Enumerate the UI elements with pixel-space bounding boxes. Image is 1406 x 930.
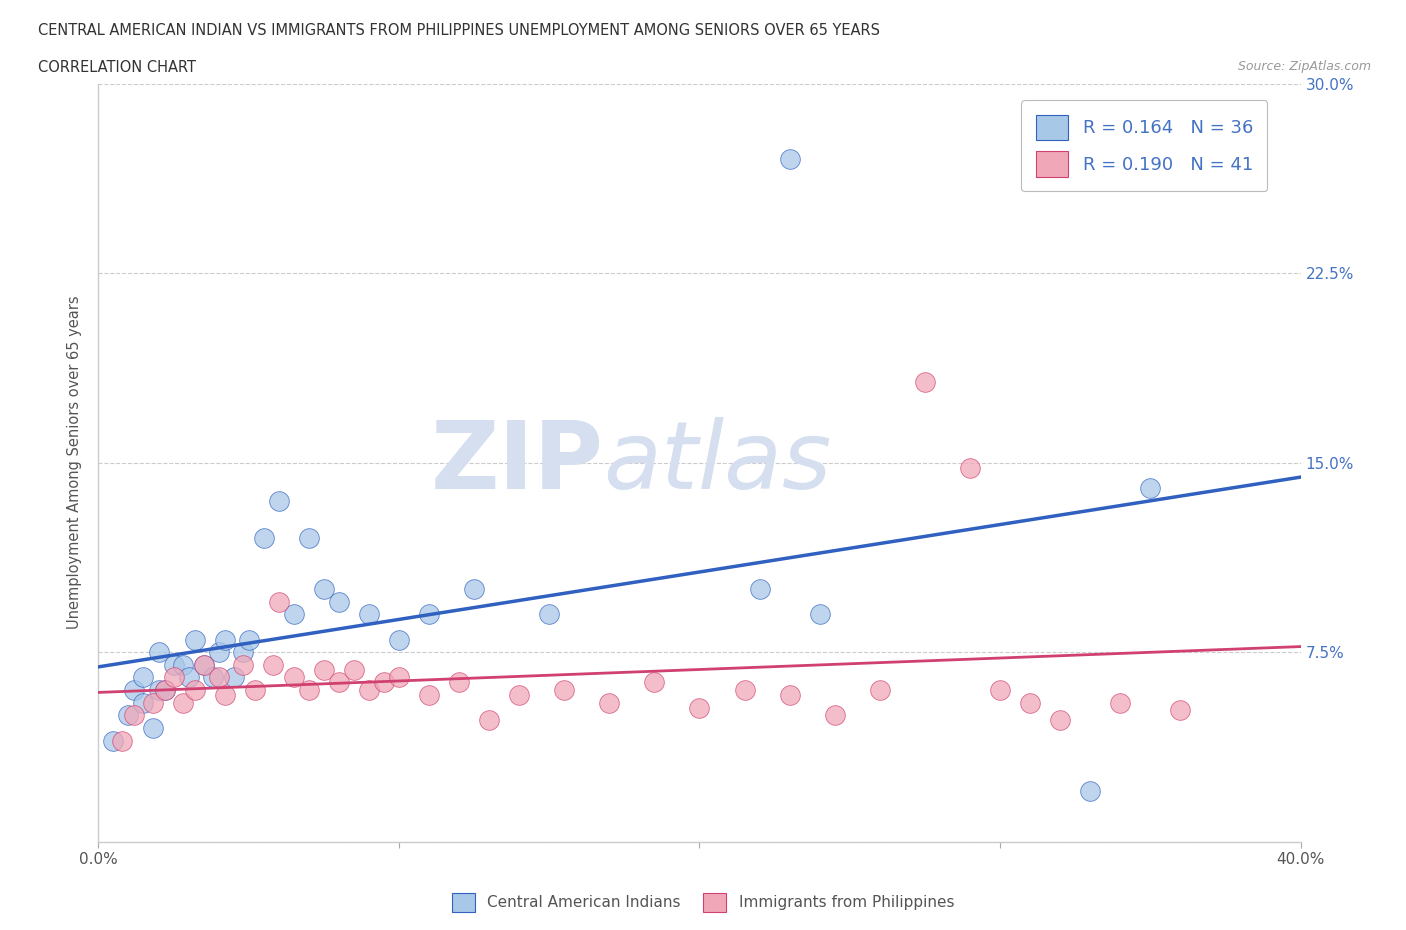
- Point: [283, 670, 305, 684]
- Point: [343, 662, 366, 677]
- Point: [1019, 696, 1042, 711]
- Point: [748, 581, 770, 596]
- Point: [141, 696, 163, 711]
- Point: [111, 733, 134, 748]
- Point: [447, 675, 470, 690]
- Point: [148, 683, 170, 698]
- Point: [172, 696, 194, 711]
- Point: [869, 683, 891, 698]
- Point: [267, 594, 290, 609]
- Point: [183, 683, 205, 698]
- Point: [153, 683, 176, 698]
- Text: atlas: atlas: [603, 418, 831, 508]
- Point: [243, 683, 266, 698]
- Point: [553, 683, 575, 698]
- Point: [508, 687, 530, 702]
- Point: [689, 700, 711, 715]
- Point: [201, 670, 224, 684]
- Point: [373, 675, 395, 690]
- Text: CENTRAL AMERICAN INDIAN VS IMMIGRANTS FROM PHILIPPINES UNEMPLOYMENT AMONG SENIOR: CENTRAL AMERICAN INDIAN VS IMMIGRANTS FR…: [38, 23, 880, 38]
- Point: [214, 632, 236, 647]
- Text: CORRELATION CHART: CORRELATION CHART: [38, 60, 195, 75]
- Point: [253, 531, 276, 546]
- Point: [193, 658, 215, 672]
- Point: [132, 670, 155, 684]
- Point: [808, 607, 831, 622]
- Point: [124, 708, 146, 723]
- Point: [148, 644, 170, 659]
- Point: [222, 670, 245, 684]
- Point: [283, 607, 305, 622]
- Point: [267, 493, 290, 508]
- Point: [132, 696, 155, 711]
- Point: [1109, 696, 1132, 711]
- Point: [388, 632, 411, 647]
- Point: [779, 153, 801, 167]
- Point: [357, 607, 380, 622]
- Point: [208, 644, 231, 659]
- Legend: R = 0.164   N = 36, R = 0.190   N = 41: R = 0.164 N = 36, R = 0.190 N = 41: [1021, 100, 1267, 192]
- Point: [117, 708, 139, 723]
- Point: [418, 607, 440, 622]
- Point: [232, 658, 254, 672]
- Point: [162, 670, 184, 684]
- Point: [463, 581, 485, 596]
- Point: [1170, 703, 1192, 718]
- Point: [193, 658, 215, 672]
- Y-axis label: Unemployment Among Seniors over 65 years: Unemployment Among Seniors over 65 years: [67, 296, 83, 630]
- Point: [162, 658, 184, 672]
- Point: [298, 531, 321, 546]
- Point: [262, 658, 284, 672]
- Point: [232, 644, 254, 659]
- Point: [1049, 713, 1071, 728]
- Legend: Central American Indians, Immigrants from Philippines: Central American Indians, Immigrants fro…: [446, 887, 960, 918]
- Point: [312, 581, 335, 596]
- Point: [238, 632, 260, 647]
- Point: [103, 733, 125, 748]
- Point: [779, 687, 801, 702]
- Point: [124, 683, 146, 698]
- Point: [177, 670, 200, 684]
- Point: [418, 687, 440, 702]
- Point: [824, 708, 846, 723]
- Text: ZIP: ZIP: [430, 417, 603, 509]
- Point: [388, 670, 411, 684]
- Point: [357, 683, 380, 698]
- Point: [478, 713, 501, 728]
- Point: [959, 460, 981, 475]
- Point: [328, 594, 350, 609]
- Point: [328, 675, 350, 690]
- Point: [298, 683, 321, 698]
- Point: [538, 607, 561, 622]
- Point: [141, 721, 163, 736]
- Point: [598, 696, 620, 711]
- Text: Source: ZipAtlas.com: Source: ZipAtlas.com: [1237, 60, 1371, 73]
- Point: [1078, 784, 1101, 799]
- Point: [643, 675, 665, 690]
- Point: [183, 632, 205, 647]
- Point: [153, 683, 176, 698]
- Point: [734, 683, 756, 698]
- Point: [312, 662, 335, 677]
- Point: [988, 683, 1011, 698]
- Point: [1139, 481, 1161, 496]
- Point: [208, 670, 231, 684]
- Point: [214, 687, 236, 702]
- Point: [172, 658, 194, 672]
- Point: [914, 375, 936, 390]
